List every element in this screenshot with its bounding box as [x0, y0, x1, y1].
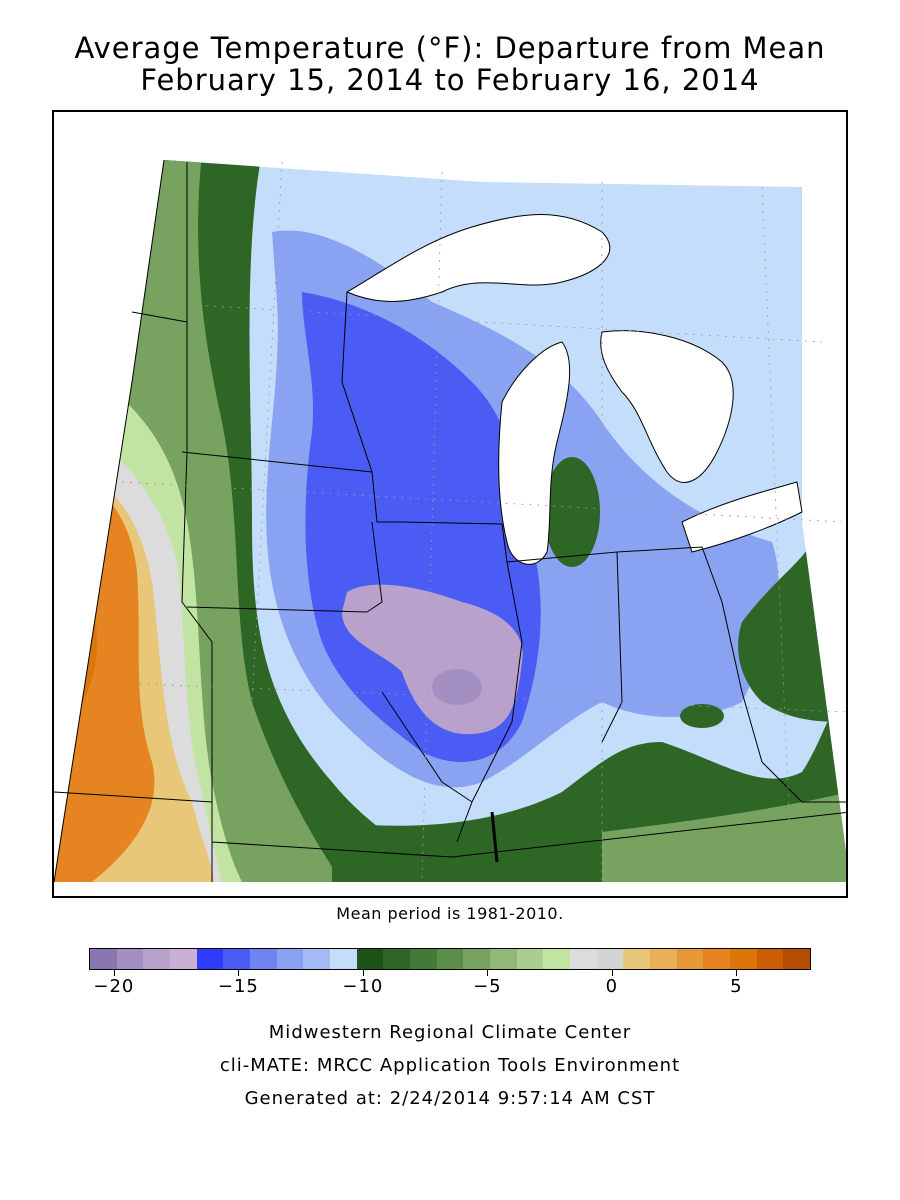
- lake-michigan: [498, 341, 571, 565]
- legend-swatch: [543, 949, 571, 969]
- legend-swatch: [143, 949, 171, 969]
- legend-swatch: [196, 949, 224, 969]
- graticule-lines: [91, 161, 846, 883]
- legend-swatch: [623, 949, 651, 969]
- legend-tick-mark: [487, 970, 489, 976]
- legend-swatch: [276, 949, 304, 969]
- legend-tick-mark: [611, 970, 613, 976]
- legend-swatch: [223, 949, 251, 969]
- legend-swatch: [463, 949, 491, 969]
- zone-purple-core: [432, 669, 482, 705]
- legend-swatch: [676, 949, 704, 969]
- lake-erie: [681, 481, 803, 553]
- legend-swatch: [436, 949, 464, 969]
- legend-swatch: [250, 949, 277, 969]
- legend-swatch: [330, 949, 357, 969]
- legend-swatch: [303, 949, 331, 969]
- legend-swatch: [570, 949, 597, 969]
- legend-swatch: [783, 949, 811, 969]
- color-scale-legend: [89, 948, 811, 970]
- legend-swatch: [650, 949, 677, 969]
- legend-swatch: [116, 949, 144, 969]
- lake-superior: [345, 214, 611, 302]
- legend-swatch: [596, 949, 624, 969]
- legend-tick-labels: −20 −15 −10 −5 0 5: [89, 970, 811, 1000]
- zone-green-indiana-spot: [680, 704, 724, 728]
- legend-tick-mark: [736, 970, 738, 976]
- map-subtitle-dates: February 15, 2014 to February 16, 2014: [140, 63, 760, 97]
- legend-swatch: [730, 949, 757, 969]
- credit-organization: Midwestern Regional Climate Center: [268, 1022, 632, 1043]
- legend-tick-label: −15: [217, 976, 259, 997]
- credit-generated-time: Generated at: 2/24/2014 9:57:14 AM CST: [244, 1088, 656, 1109]
- map-frame: [52, 110, 848, 898]
- legend-tick-label: 5: [730, 976, 743, 997]
- lake-huron: [600, 330, 734, 483]
- legend-tick-label: 0: [605, 976, 619, 997]
- legend-swatch: [170, 949, 197, 969]
- map-title: Average Temperature (°F): Departure from…: [74, 31, 826, 65]
- zone-light-green-south: [602, 792, 846, 882]
- legend-swatch: [756, 949, 784, 969]
- legend-tick-label: −20: [93, 976, 135, 997]
- legend-tick-mark: [113, 970, 115, 976]
- legend-swatch: [703, 949, 731, 969]
- legend-swatch: [90, 949, 117, 969]
- temperature-departure-map: [54, 159, 846, 883]
- legend-tick-mark: [362, 970, 364, 976]
- state-boundaries: [54, 159, 846, 883]
- zone-green-lake-michigan-shore: [544, 457, 600, 567]
- legend-tick-label: −10: [342, 976, 384, 997]
- legend-swatch: [383, 949, 411, 969]
- legend-swatch: [490, 949, 517, 969]
- credit-application: cli-MATE: MRCC Application Tools Environ…: [219, 1055, 681, 1076]
- mean-period-note: Mean period is 1981-2010.: [336, 904, 564, 923]
- map-region: [54, 159, 846, 883]
- legend-tick-mark: [238, 970, 240, 976]
- legend-swatch: [410, 949, 437, 969]
- legend-tick-label: −5: [473, 976, 502, 997]
- legend-swatch: [356, 949, 384, 969]
- legend-swatch: [516, 949, 544, 969]
